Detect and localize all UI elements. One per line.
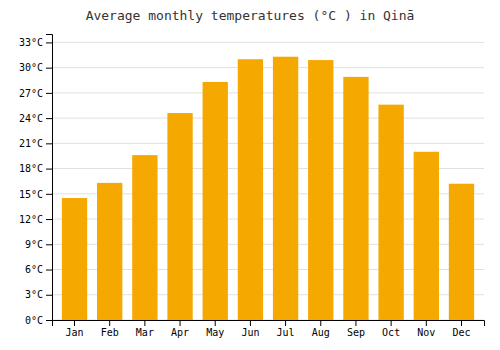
tick-mark: [109, 320, 110, 326]
bar: [97, 183, 122, 320]
tick-label: 21°C: [19, 138, 43, 149]
tick-mark: [285, 320, 286, 326]
tick-label: Jul: [277, 327, 295, 338]
tick-mark: [320, 320, 321, 326]
tick: 24°C: [19, 113, 52, 124]
tick-mark: [250, 320, 251, 326]
tick-mark: [46, 143, 52, 144]
tick: 3°C: [25, 289, 52, 300]
grid-line: [52, 92, 484, 93]
tick-label: Aug: [312, 327, 330, 338]
tick-mark: [46, 93, 52, 94]
chart: 0°C 3°C 6°C 9°C 12°C 15°C 18°C 21°C 24°C 27°C 30°C…: [0, 0, 500, 350]
bar: [238, 59, 263, 320]
bar: [167, 113, 192, 320]
bar: [308, 60, 333, 320]
tick-mark: [46, 169, 52, 170]
bars: [62, 57, 474, 320]
tick: 21°C: [19, 138, 52, 149]
tick-mark: [215, 320, 216, 326]
tick: Nov: [417, 320, 435, 338]
tick: Jan: [65, 320, 83, 338]
y-axis: 0°C 3°C 6°C 9°C 12°C 15°C 18°C 21°C 24°C 27°C 30°C…: [19, 35, 53, 326]
grid: [52, 42, 484, 320]
tick-label: 18°C: [19, 163, 43, 174]
tick-mark: [46, 320, 52, 321]
tick-label: Dec: [452, 327, 470, 338]
axis-line: [53, 321, 485, 327]
tick-label: Oct: [382, 327, 400, 338]
tick-label: 12°C: [19, 214, 43, 225]
grid-line: [52, 67, 484, 68]
grid-line: [52, 42, 484, 43]
plot: 0°C 3°C 6°C 9°C 12°C 15°C 18°C 21°C 24°C 27°C 30°C…: [19, 35, 485, 339]
tick-label: 24°C: [19, 113, 43, 124]
tick-mark: [426, 320, 427, 326]
tick: Sep: [347, 320, 365, 338]
tick: 27°C: [19, 88, 52, 99]
tick: Jul: [277, 320, 295, 338]
axis-line: [46, 35, 53, 321]
x-axis: Jan Feb Mar Apr May Jun Jul Aug Sep Oct Nov Dec: [53, 320, 485, 338]
tick-mark: [461, 320, 462, 326]
tick-mark: [46, 118, 52, 119]
tick: 12°C: [19, 214, 52, 225]
tick-label: Jun: [241, 327, 259, 338]
tick-mark: [180, 320, 181, 326]
bar: [414, 152, 439, 320]
tick: Oct: [382, 320, 400, 338]
tick-label: Mar: [136, 327, 154, 338]
tick-mark: [46, 194, 52, 195]
tick-mark: [46, 270, 52, 271]
bar: [203, 82, 228, 320]
tick-label: Sep: [347, 327, 365, 338]
tick: 9°C: [25, 239, 52, 250]
tick: Dec: [452, 320, 470, 338]
tick: Mar: [136, 320, 154, 338]
title: Average monthly temperatures (°C ) in Qi…: [86, 8, 415, 23]
tick-label: 30°C: [19, 62, 43, 73]
bar: [62, 198, 87, 320]
tick: 18°C: [19, 163, 52, 174]
tick-label: 6°C: [25, 264, 43, 275]
tick-mark: [46, 219, 52, 220]
tick-mark: [355, 320, 356, 326]
tick-label: 15°C: [19, 189, 43, 200]
tick-label: Apr: [171, 327, 189, 338]
tick: 15°C: [19, 189, 52, 200]
tick-label: Nov: [417, 327, 435, 338]
tick: Feb: [101, 320, 119, 338]
tick-mark: [74, 320, 75, 326]
tick: 30°C: [19, 62, 52, 73]
tick: Aug: [312, 320, 330, 338]
tick-mark: [46, 42, 52, 43]
bar: [132, 155, 157, 320]
tick-label: Jan: [65, 327, 83, 338]
tick-mark: [144, 320, 145, 326]
tick: Apr: [171, 320, 189, 338]
tick-mark: [46, 244, 52, 245]
tick: May: [206, 320, 224, 338]
grid-line: [52, 143, 484, 144]
tick-label: 0°C: [25, 315, 43, 326]
bar: [449, 184, 474, 320]
tick: 6°C: [25, 264, 52, 275]
bar: [378, 105, 403, 320]
tick-label: 9°C: [25, 239, 43, 250]
tick-mark: [46, 68, 52, 69]
tick-mark: [46, 295, 52, 296]
bar: [273, 57, 298, 320]
tick-label: Feb: [101, 327, 119, 338]
bar: [343, 77, 368, 320]
tick: 0°C: [25, 315, 52, 326]
tick-label: May: [206, 327, 224, 338]
tick: Jun: [241, 320, 259, 338]
tick-label: 27°C: [19, 88, 43, 99]
grid-line: [52, 118, 484, 119]
tick-mark: [391, 320, 392, 326]
tick-label: 33°C: [19, 37, 43, 48]
tick: 33°C: [19, 37, 52, 48]
tick-label: 3°C: [25, 289, 43, 300]
